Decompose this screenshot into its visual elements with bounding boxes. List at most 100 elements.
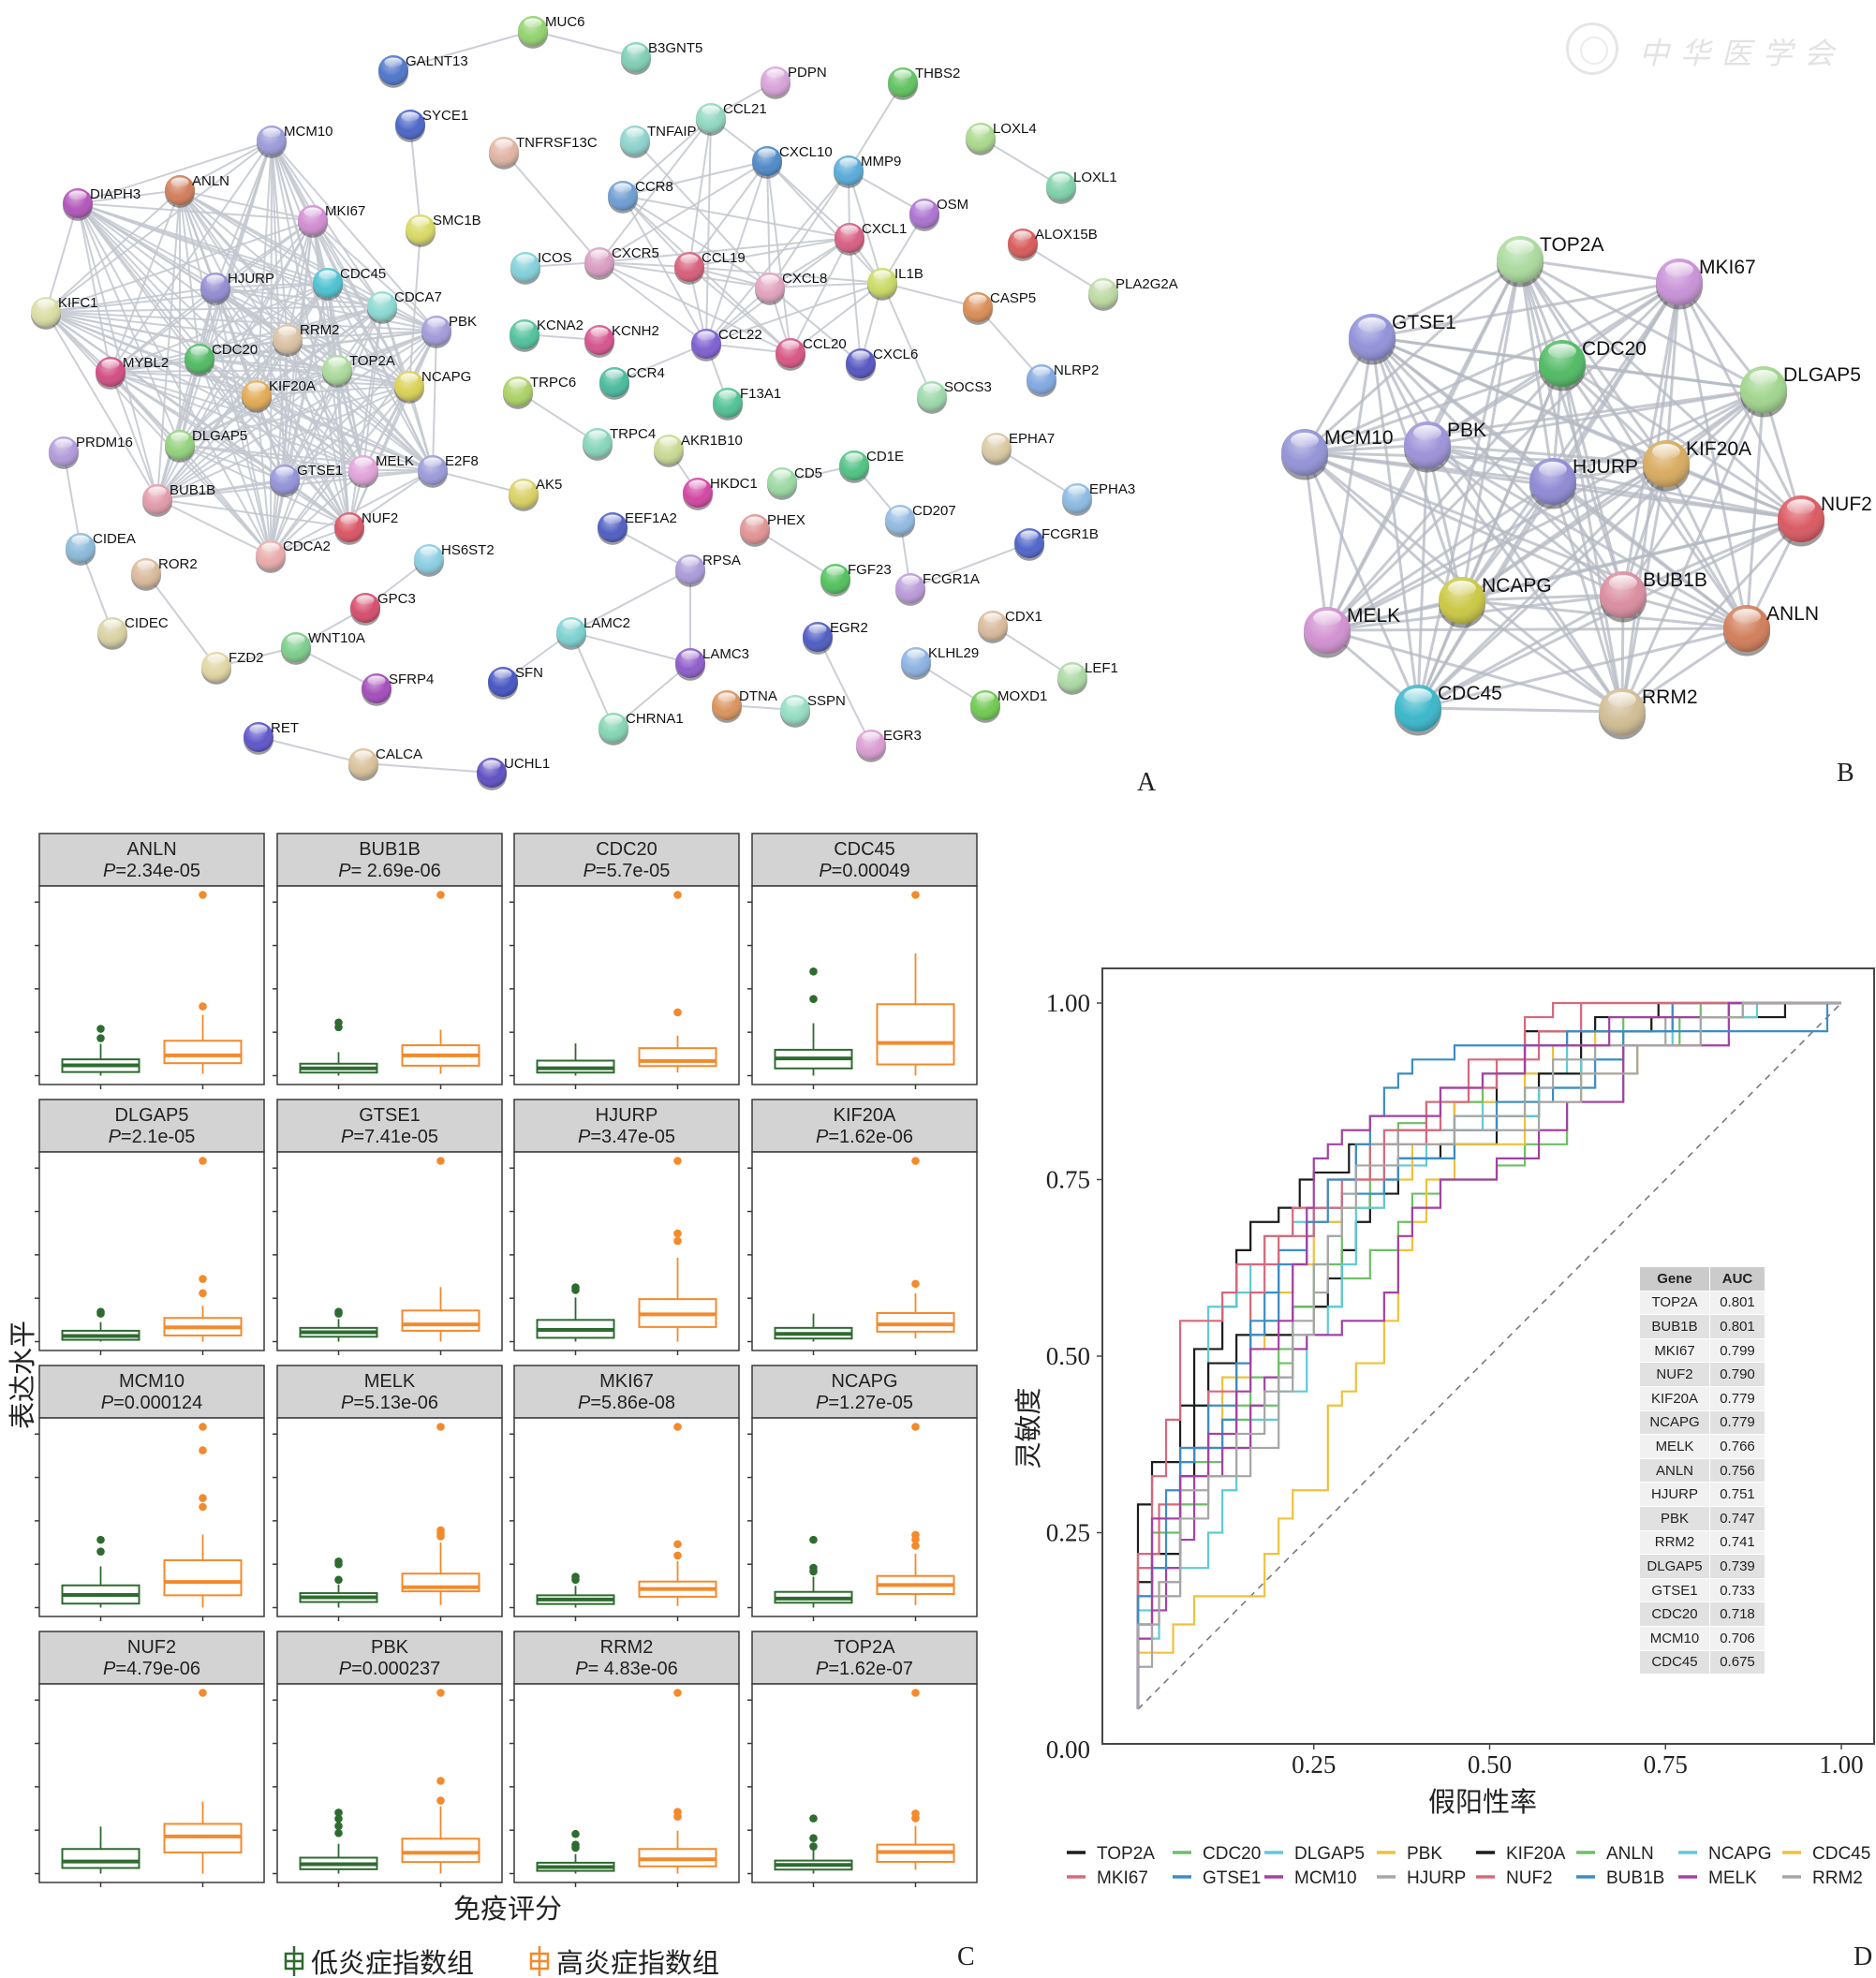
node-label: CIDEA (93, 531, 136, 547)
network-node: TOP2A (1497, 234, 1603, 288)
node-highlight (588, 430, 607, 440)
node-highlight (839, 157, 858, 168)
network-edge (790, 282, 883, 354)
network-edge (45, 311, 437, 332)
node-highlight (514, 480, 533, 491)
network-node: KIF20A (1643, 438, 1751, 492)
node-highlight (697, 331, 716, 341)
network-edge (1304, 280, 1680, 454)
node-highlight (1404, 688, 1432, 703)
legend-label: NCAPG (1708, 1844, 1772, 1864)
node-label: PLA2G2A (1115, 276, 1178, 292)
node-label: NCAPG (1482, 575, 1552, 597)
auc-table-row: MKI67 0.799 (1639, 1337, 1765, 1364)
outlier-point (436, 891, 445, 899)
legend-high-icon (529, 1946, 550, 1976)
node-highlight (746, 516, 764, 526)
node-highlight (190, 346, 209, 356)
network-node: EGR3 (856, 728, 922, 762)
network-node: SFRP4 (362, 672, 434, 706)
node-label: LAMC3 (702, 646, 749, 662)
p-symbol: P (578, 1127, 591, 1147)
network-edge (1552, 480, 1802, 521)
box-low-group (299, 1557, 378, 1621)
node-label: GTSE1 (297, 463, 343, 479)
node-label: NUF2 (1821, 494, 1872, 515)
outlier-point (334, 1575, 343, 1585)
node-highlight (340, 514, 359, 524)
node-label: HKDC1 (710, 476, 758, 492)
box-high-group (163, 1157, 243, 1355)
legend-item: KIF20A (1476, 1844, 1566, 1864)
facet-p-value: P=2.34e-05 (103, 861, 200, 881)
node-label: TNFRSF13C (516, 135, 598, 151)
gene-cell: MCM10 (1639, 1625, 1710, 1651)
legend-label: NUF2 (1506, 1868, 1553, 1888)
network-edge (622, 195, 707, 345)
node-label: CXCL8 (782, 271, 827, 287)
network-edge (1518, 258, 1668, 465)
node-label: ROR2 (158, 556, 198, 572)
y-tick-label: 0.50 (1046, 1342, 1090, 1370)
legend-label: KIF20A (1506, 1844, 1566, 1864)
facet-strip (38, 833, 265, 887)
facet-p-value: P=0.00049 (819, 861, 909, 881)
node-highlight (688, 480, 707, 490)
node-highlight (901, 575, 920, 585)
node-highlight (275, 466, 294, 477)
box-iqr (401, 1838, 480, 1864)
node-label: GTSE1 (1392, 312, 1456, 333)
node-label: MUC6 (545, 14, 585, 30)
gene-cell: NUF2 (1639, 1362, 1710, 1387)
network-node: GTSE1 (1349, 312, 1456, 365)
network-node: TNFRSF13C (489, 135, 598, 170)
node-label: FZD2 (229, 650, 264, 666)
outlier-point (436, 1157, 445, 1165)
node-label: OSM (937, 197, 968, 213)
node-highlight (261, 542, 280, 553)
node-label: LOXL1 (1073, 170, 1117, 185)
network-node: HJURP (1529, 456, 1638, 509)
network-node: CDX1 (978, 609, 1042, 643)
network-edge (256, 394, 364, 471)
box-high-group (401, 1689, 480, 1887)
network-edge (1518, 258, 1555, 482)
node-label: RRM2 (1642, 686, 1698, 708)
node-highlight (826, 566, 845, 576)
node-label: SOCS3 (944, 379, 992, 395)
network-edge (45, 282, 329, 313)
network-edge (1461, 598, 1748, 630)
node-highlight (1750, 370, 1778, 385)
node-label: CDX1 (1005, 609, 1042, 625)
network-edge (287, 338, 434, 471)
node-highlight (590, 249, 609, 259)
network-node: EPHA3 (1062, 481, 1135, 516)
node-highlight (1652, 444, 1680, 459)
network-node: RRM2 (1599, 686, 1698, 740)
facet-p-value: P=0.000237 (339, 1659, 440, 1679)
network-edge (348, 305, 383, 528)
box-high-group (638, 1689, 717, 1887)
network-edge (1416, 388, 1765, 710)
watermark: 中华医学会 (1566, 21, 1866, 86)
node-label: CHRNA1 (626, 711, 684, 727)
network-edge (1326, 627, 1748, 632)
node-label: CDC20 (1582, 338, 1647, 360)
gene-cell: PBK (1639, 1505, 1710, 1531)
box-high-group (401, 1423, 480, 1621)
node-label: CCL19 (702, 250, 746, 266)
facet-strip (38, 1631, 265, 1685)
network-edge (312, 219, 383, 307)
network-edge (179, 330, 437, 446)
network-edge (622, 195, 850, 239)
node-highlight (1358, 317, 1386, 332)
outlier-point (809, 967, 818, 976)
node-label: CCL20 (803, 336, 847, 352)
node-label: TOP2A (1540, 234, 1603, 256)
box-high-group (876, 891, 955, 1089)
node-label: FCGR1B (1041, 526, 1099, 542)
legend-item: MCM10 (1264, 1868, 1357, 1888)
